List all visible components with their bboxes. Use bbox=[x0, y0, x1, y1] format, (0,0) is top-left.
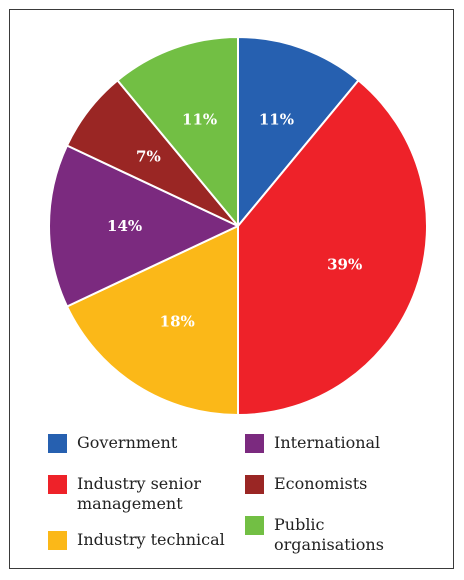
pie-slice-international bbox=[48, 144, 239, 308]
slice-label-economists: 7% bbox=[136, 147, 161, 165]
pie-slice-government bbox=[237, 36, 360, 227]
slice-label-industry-technical: 18% bbox=[160, 313, 195, 331]
slice-label-public-organisations: 11% bbox=[182, 110, 217, 128]
slice-label-government: 11% bbox=[259, 110, 294, 128]
pie-slice-industry-technical bbox=[65, 225, 239, 416]
pie-slice-industry-senior-management bbox=[237, 79, 428, 416]
pie-chart: 11% 39% 18% 14% 7% 11% bbox=[48, 36, 428, 416]
pie-slice-public-organisations bbox=[116, 36, 239, 227]
slice-label-industry-senior-management: 39% bbox=[327, 255, 362, 273]
slice-label-international: 14% bbox=[107, 217, 142, 235]
